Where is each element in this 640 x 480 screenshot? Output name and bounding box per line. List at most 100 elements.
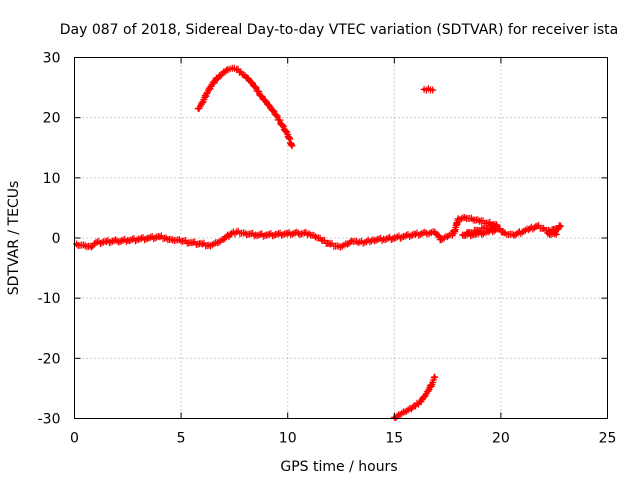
data-point: [460, 233, 465, 237]
x-axis-label: GPS time / hours: [280, 459, 397, 475]
data-point: [158, 235, 162, 239]
data-point: [275, 232, 279, 236]
data-point: [277, 118, 281, 122]
data-point: [239, 70, 243, 74]
data-point: [503, 231, 507, 235]
data-point: [269, 106, 273, 110]
data-point: [520, 230, 524, 234]
data-point: [439, 238, 443, 242]
data-point: [559, 224, 563, 228]
data-point: [264, 100, 268, 104]
data-point: [243, 74, 247, 78]
data-point: [446, 235, 450, 239]
chart-title: Day 087 of 2018, Sidereal Day-to-day VTE…: [60, 22, 618, 38]
data-point: [433, 230, 437, 234]
x-tick-label: 10: [279, 431, 297, 447]
data-point: [365, 240, 369, 244]
data-point: [273, 112, 277, 116]
data-point: [222, 70, 226, 74]
data-point: [313, 235, 317, 239]
data-point: [179, 239, 183, 243]
data-point: [350, 239, 354, 243]
data-point: [527, 228, 531, 232]
data-point: [426, 87, 430, 91]
data-point: [226, 67, 230, 72]
data-point: [307, 232, 311, 236]
data-point: [252, 84, 256, 88]
data-point: [452, 231, 456, 235]
data-point: [463, 215, 467, 220]
data-point: [337, 244, 341, 248]
series-isolated-high: [420, 85, 437, 94]
data-point: [104, 240, 109, 244]
data-point: [345, 242, 349, 246]
data-point: [200, 242, 204, 246]
data-point: [290, 144, 294, 148]
data-point: [495, 223, 499, 227]
data-point: [320, 238, 324, 242]
data-point: [286, 132, 290, 137]
data-point: [234, 230, 239, 234]
series-main-band: [73, 214, 565, 251]
data-point: [222, 237, 226, 241]
data-point: [207, 243, 211, 247]
data-point: [486, 221, 490, 225]
y-tick-label: -10: [38, 291, 61, 307]
data-point: [456, 217, 460, 221]
y-tick-label: 30: [43, 51, 61, 67]
y-tick-label: 10: [43, 171, 61, 187]
x-tick-label: 20: [492, 431, 510, 447]
data-point: [409, 407, 413, 411]
data-point: [426, 389, 430, 393]
data-point: [217, 74, 222, 78]
data-point: [371, 238, 375, 242]
x-tick-label: 0: [70, 431, 79, 447]
data-point: [418, 400, 422, 404]
data-point: [471, 218, 475, 222]
data-point: [286, 232, 290, 236]
data-points: [73, 64, 565, 422]
data-point: [209, 84, 213, 88]
y-tick-label: 20: [43, 111, 61, 127]
data-point: [256, 89, 260, 93]
data-point: [94, 241, 98, 245]
data-point: [356, 241, 360, 245]
data-point: [234, 67, 239, 72]
y-tick-label: 0: [52, 231, 61, 247]
y-tick-label: -20: [38, 351, 61, 367]
data-point: [281, 125, 285, 129]
data-point: [147, 236, 151, 240]
data-point: [230, 66, 234, 70]
data-point: [478, 219, 482, 223]
x-tick-label: 15: [385, 431, 403, 447]
data-point: [431, 380, 435, 384]
data-point: [433, 375, 437, 379]
data-point: [205, 92, 209, 96]
data-point: [228, 232, 232, 236]
data-point: [546, 231, 550, 235]
data-point: [392, 236, 396, 240]
data-point: [486, 230, 490, 234]
data-point: [554, 232, 558, 236]
data-point: [264, 233, 268, 237]
data-point: [83, 244, 87, 248]
data-point: [90, 245, 94, 249]
data-point: [190, 241, 194, 245]
y-tick-label: -30: [38, 412, 61, 428]
data-point: [136, 237, 141, 241]
data-point: [541, 226, 546, 230]
data-point: [164, 236, 168, 240]
data-point: [535, 224, 539, 228]
data-point: [422, 87, 426, 91]
x-tick-label: 25: [599, 431, 617, 447]
data-point: [254, 233, 258, 237]
data-point: [171, 238, 175, 242]
data-point: [403, 234, 407, 238]
data-point: [512, 233, 516, 237]
y-axis-label: SDTVAR / TECUs: [6, 181, 22, 296]
data-point: [414, 404, 418, 408]
data-point: [243, 231, 247, 235]
data-point: [556, 227, 561, 231]
data-point: [403, 410, 407, 414]
